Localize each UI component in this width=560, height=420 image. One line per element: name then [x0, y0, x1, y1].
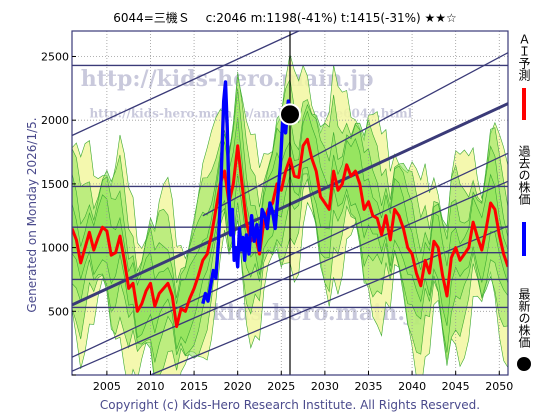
x-tick-label-2035: 2035: [354, 380, 382, 393]
x-tick-label-2045: 2045: [442, 380, 470, 393]
legend-label-ai-prediction: ＡＩ予測: [517, 33, 531, 82]
copyright-text: Copyright (c) Kids-Hero Research Institu…: [100, 398, 480, 412]
x-tick-label-2025: 2025: [267, 380, 295, 393]
x-tick-label-2030: 2030: [311, 380, 339, 393]
x-tick-label-2010: 2010: [136, 380, 164, 393]
plot-frame: [71, 30, 509, 376]
latest-price-marker: [279, 103, 301, 126]
x-tick-label-2050: 2050: [485, 380, 513, 393]
x-tick-label-2020: 2020: [224, 380, 252, 393]
channel-line-1: [72, 31, 299, 137]
y-tick-label-2000: 2000: [41, 114, 69, 127]
chart-title: 6044=三機Ｓ c:2046 m:1198(-41%) t:1415(-31%…: [113, 10, 457, 25]
y-tick-label-500: 500: [48, 305, 69, 318]
channel-line-4: [150, 225, 508, 375]
channel-line-5: [202, 52, 508, 217]
y-axis: 500 1000 1500 2000 2500: [41, 50, 76, 376]
x-tick-label-2005: 2005: [93, 380, 121, 393]
watermark-url-analysis: http://kids-hero.main.jp/analysis/code60…: [89, 107, 412, 121]
legend-label-past-price: 過去の株価: [517, 145, 531, 205]
y-tick-label-2500: 2500: [41, 50, 69, 63]
legend-label-latest-price: 最新の株価: [517, 288, 531, 348]
x-tick-label-2040: 2040: [398, 380, 426, 393]
x-axis: 2005 2010 2015 2020 2025 2030 2035 2040 2045 2050: [93, 371, 513, 393]
plot-area: http://kids-hero.main.jphttp://kids-hero…: [71, 30, 509, 376]
generated-date-label: Generated on Monday 2026/1/5.: [25, 117, 39, 312]
past-price-line: [201, 80, 292, 305]
plot-layer: http://kids-hero.main.jphttp://kids-hero…: [72, 31, 508, 375]
legend-swatch-latest-price: [517, 357, 531, 371]
y-tick-label-1000: 1000: [41, 242, 69, 255]
ai-prediction-line: [72, 137, 508, 329]
x-tick-label-2015: 2015: [180, 380, 208, 393]
prediction-band-3: [72, 110, 508, 350]
y-tick-label-1500: 1500: [41, 178, 69, 191]
side-label: Generated on Monday 2026/1/5.: [25, 117, 39, 312]
